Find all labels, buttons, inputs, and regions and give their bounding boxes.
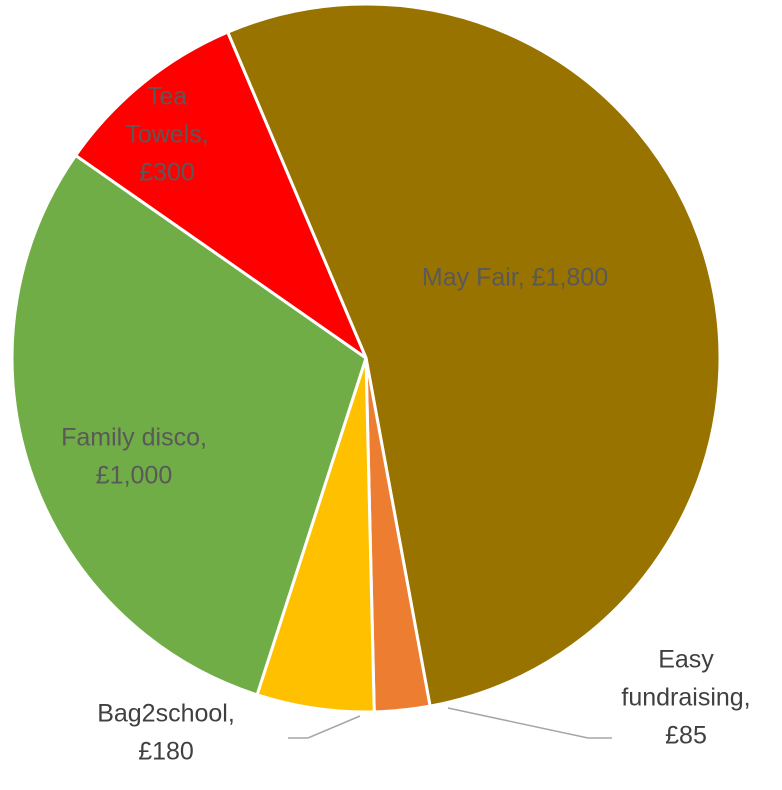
leader-line-easy-fundraising bbox=[447, 707, 612, 739]
leader-line-bag2school bbox=[288, 715, 361, 739]
label-line: £300 bbox=[139, 159, 195, 187]
label-may-fair: May Fair, £1,800 bbox=[422, 264, 608, 292]
slice-family-disco bbox=[10, 153, 368, 697]
label-line: May Fair, £1,800 bbox=[422, 264, 608, 292]
label-line: £180 bbox=[138, 738, 194, 766]
label-line: Family disco, bbox=[61, 424, 207, 452]
label-line: Bag2school, bbox=[97, 700, 235, 728]
label-line: Tea bbox=[147, 83, 187, 111]
leader-lines bbox=[288, 707, 612, 739]
label-line: £1,000 bbox=[96, 462, 172, 490]
slice-tea-towels bbox=[74, 30, 368, 360]
label-line: Towels, bbox=[125, 121, 208, 149]
label-line: fundraising, bbox=[621, 684, 750, 712]
label-tea-towels: Tea Towels, £300 bbox=[125, 83, 208, 187]
pie-slices bbox=[10, 2, 722, 714]
label-line: £85 bbox=[665, 722, 707, 750]
label-easy-fundraising: Easy fundraising, £85 bbox=[621, 646, 750, 750]
label-bag2school: Bag2school, £180 bbox=[97, 700, 235, 766]
slice-labels: May Fair, £1,800 Easy fundraising, £85 Bag2s… bbox=[61, 83, 751, 766]
label-line: Easy bbox=[658, 646, 714, 674]
slice-may-fair bbox=[226, 2, 722, 708]
label-family-disco: Family disco, £1,000 bbox=[61, 424, 207, 490]
